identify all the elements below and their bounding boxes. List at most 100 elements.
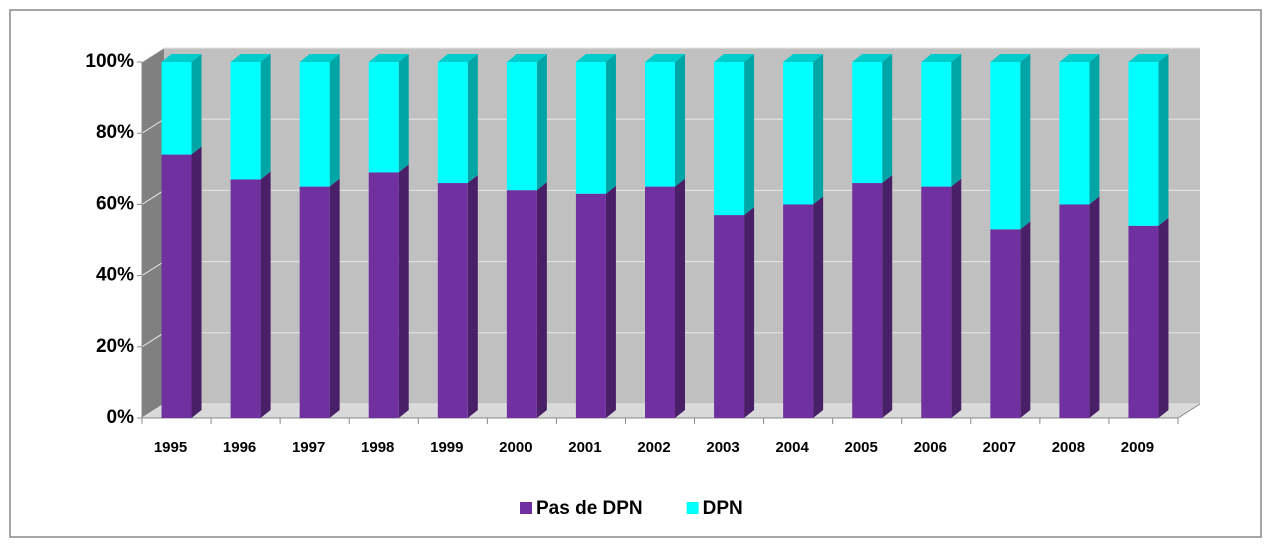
legend-swatch: [520, 502, 532, 514]
bar: [575, 62, 606, 194]
bar-side: [467, 54, 478, 184]
bar-side: [1158, 217, 1169, 418]
x-tick-label: 2006: [914, 439, 947, 456]
grid-line: [141, 47, 1200, 63]
bar-side: [398, 164, 409, 418]
bar: [852, 183, 883, 418]
y-tick-label: 100%: [85, 51, 134, 72]
x-tick-label: 1998: [361, 439, 394, 456]
bar: [230, 179, 261, 418]
y-tick-label: 0%: [107, 407, 135, 428]
y-tick-label: 80%: [96, 122, 134, 143]
bar: [714, 62, 745, 216]
y-tick-label: 60%: [96, 193, 134, 214]
bar-top: [1059, 54, 1100, 62]
bar-side: [744, 54, 755, 216]
x-tick-label: 2007: [983, 439, 1016, 456]
bar-side: [675, 178, 685, 418]
bar: [506, 62, 537, 191]
x-tick-label: 2009: [1121, 439, 1154, 456]
bar: [161, 154, 192, 418]
x-tick-label: 2001: [568, 439, 601, 456]
bar-side: [1089, 54, 1100, 205]
bar-side: [260, 171, 271, 418]
bar: [299, 62, 330, 187]
bar-side: [744, 207, 755, 418]
legend-label: DPN: [703, 498, 743, 519]
bar: [1059, 62, 1090, 205]
x-tick-label: 2003: [706, 439, 739, 456]
bar-side: [191, 54, 202, 155]
bar-side: [1020, 221, 1031, 418]
x-tick-label: 2002: [637, 439, 670, 456]
bar: [368, 172, 399, 418]
bar-top: [230, 54, 271, 62]
bar-side: [951, 178, 962, 418]
bar: [437, 183, 468, 418]
bar-top: [990, 54, 1031, 62]
bar-side: [1020, 54, 1031, 230]
bar-side: [536, 54, 547, 191]
bar: [230, 62, 261, 180]
bar-side: [398, 54, 409, 173]
x-tick-label: 1995: [154, 439, 187, 456]
x-tick-label: 2008: [1052, 439, 1085, 456]
bar-top: [506, 54, 547, 62]
side-wall: [142, 48, 164, 418]
legend-swatch: [686, 502, 699, 514]
bar: [1059, 204, 1090, 418]
bar: [575, 193, 606, 418]
bar-top: [161, 54, 202, 62]
y-tick-label: 20%: [96, 336, 134, 357]
x-tick-label: 1999: [430, 439, 463, 456]
x-tick-label: 2004: [775, 439, 809, 456]
bar: [921, 62, 952, 187]
bar-top: [921, 54, 962, 62]
bar-side: [675, 54, 685, 187]
legend-label: Pas de DPN: [536, 498, 643, 519]
bar: [437, 62, 468, 184]
bar: [852, 62, 883, 184]
bar: [645, 62, 675, 187]
bar-top: [1128, 54, 1169, 62]
bar: [714, 215, 745, 418]
bar: [299, 186, 330, 418]
y-tick-label: 40%: [96, 265, 134, 286]
bar-side: [605, 54, 616, 194]
bar-top: [645, 54, 685, 62]
bar: [506, 190, 537, 418]
bar-side: [1158, 54, 1169, 226]
bar-top: [575, 54, 616, 62]
bar-top: [714, 54, 755, 62]
bar-top: [299, 54, 340, 62]
bar: [990, 229, 1021, 418]
x-tick-label: 2005: [845, 439, 878, 456]
bar: [990, 62, 1021, 230]
bar-side: [191, 146, 202, 418]
bar-side: [951, 54, 962, 187]
bar: [921, 186, 952, 418]
bar: [161, 62, 192, 155]
bar: [645, 186, 675, 418]
bar-top: [852, 54, 893, 62]
bar-side: [882, 54, 893, 184]
bar: [1128, 62, 1159, 226]
bar: [783, 62, 814, 205]
bar-top: [437, 54, 478, 62]
bar-top: [783, 54, 824, 62]
bar-side: [329, 178, 340, 418]
x-tick-label: 2000: [499, 439, 532, 456]
bar-side: [329, 54, 340, 187]
bar-side: [536, 182, 547, 418]
bar-side: [882, 175, 893, 418]
bar-side: [467, 175, 478, 418]
x-tick-label: 1997: [292, 439, 325, 456]
bar-top: [368, 54, 409, 62]
bar-side: [260, 54, 271, 180]
bar-side: [813, 196, 824, 418]
bar-side: [605, 185, 616, 418]
bar-side: [1089, 196, 1100, 418]
x-tick-label: 1996: [223, 439, 256, 456]
